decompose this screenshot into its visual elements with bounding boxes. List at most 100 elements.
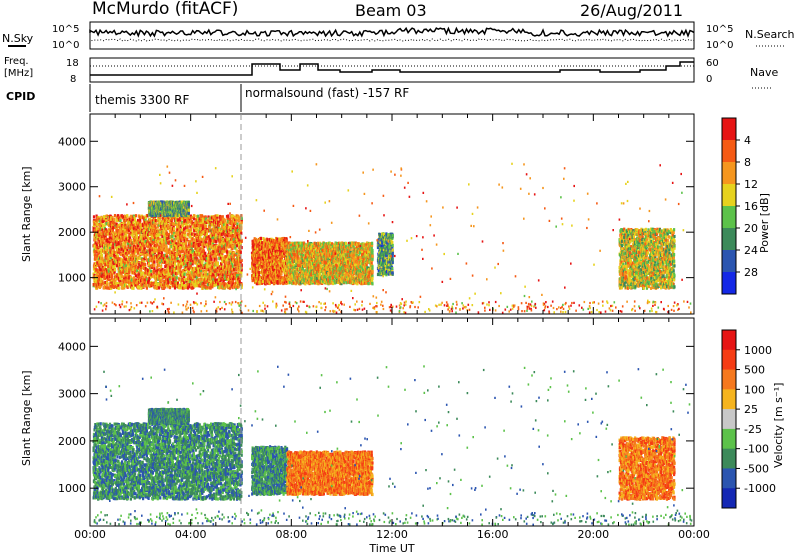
heatmap-cell <box>220 264 223 268</box>
heatmap-cell <box>220 254 224 258</box>
heatmap-cell <box>119 233 122 237</box>
heatmap-cell <box>226 234 229 238</box>
heatmap-cell <box>116 238 119 242</box>
heatmap-cell <box>169 262 172 267</box>
heatmap-cell <box>191 237 194 241</box>
heatmap-cell <box>118 228 122 232</box>
heatmap-cell <box>219 238 222 242</box>
heatmap-cell <box>193 284 196 288</box>
heatmap-cell <box>186 286 190 290</box>
heatmap-cell <box>157 274 160 278</box>
heatmap-cell <box>124 244 127 248</box>
heatmap-cell <box>183 247 186 251</box>
heatmap-cell <box>96 263 99 267</box>
heatmap-cell <box>223 223 226 227</box>
heatmap-cell <box>184 236 187 240</box>
heatmap-cell <box>156 255 159 259</box>
heatmap-cell <box>148 276 151 280</box>
heatmap-cell <box>202 217 205 221</box>
heatmap-cell <box>172 250 175 254</box>
heatmap-cell <box>185 244 188 248</box>
heatmap-cell <box>102 239 105 243</box>
heatmap-cell <box>217 220 220 224</box>
heatmap-cell <box>186 225 189 229</box>
heatmap-cell <box>117 281 120 285</box>
heatmap-cell <box>205 257 208 261</box>
heatmap-cell <box>199 235 202 239</box>
heatmap-cell <box>92 223 96 228</box>
heatmap-cell <box>218 257 221 261</box>
heatmap-cell <box>175 276 178 280</box>
heatmap-cell <box>167 227 170 231</box>
heatmap-cell <box>226 253 229 257</box>
heatmap-cell <box>175 244 178 248</box>
heatmap-cell <box>112 246 115 250</box>
heatmap-cell <box>118 237 122 241</box>
heatmap-cell <box>147 249 150 253</box>
heatmap-cell <box>178 259 181 264</box>
heatmap-cell <box>113 221 116 225</box>
heatmap-cell <box>240 221 243 225</box>
heatmap-cell <box>194 235 198 239</box>
heatmap-cell <box>196 247 199 251</box>
heatmap-cell <box>113 214 117 218</box>
heatmap-cell <box>156 243 159 247</box>
heatmap-cell <box>105 260 109 264</box>
heatmap-cell <box>171 257 174 261</box>
heatmap-cell <box>183 233 186 237</box>
heatmap-cell <box>132 221 135 225</box>
heatmap-cell <box>195 280 198 284</box>
heatmap-cell <box>215 281 218 285</box>
heatmap-cell <box>127 228 130 232</box>
heatmap-cell <box>209 255 212 259</box>
heatmap-cell <box>168 286 172 290</box>
heatmap-cell <box>150 258 153 263</box>
heatmap-cell <box>119 276 122 280</box>
heatmap-cell <box>194 233 197 237</box>
heatmap-cell <box>96 249 99 253</box>
heatmap-cell <box>225 276 229 281</box>
heatmap-cell <box>218 286 221 290</box>
heatmap-cell <box>177 218 180 222</box>
freq-right-tick-bottom: 0 <box>706 74 712 85</box>
heatmap-cell <box>184 219 187 223</box>
heatmap-cell <box>130 241 133 245</box>
heatmap-cell <box>165 241 168 245</box>
heatmap-cell <box>130 280 133 284</box>
heatmap-cell <box>223 219 226 223</box>
heatmap-cell <box>219 240 222 244</box>
heatmap-cell <box>210 239 213 243</box>
heatmap-cell <box>101 256 104 260</box>
heatmap-cell <box>199 278 203 282</box>
heatmap-cell <box>141 252 144 256</box>
heatmap-cell <box>136 259 139 263</box>
heatmap-cell <box>169 225 172 229</box>
heatmap-cell <box>108 282 111 286</box>
heatmap-cell <box>221 277 224 281</box>
heatmap-cell <box>153 224 156 228</box>
heatmap-cell <box>210 216 213 220</box>
heatmap-cell <box>124 223 127 227</box>
heatmap-cell <box>95 261 98 266</box>
freq-left-tick-bottom: 8 <box>70 74 76 85</box>
heatmap-cell <box>103 286 106 290</box>
heatmap-cell <box>225 240 229 244</box>
heatmap-cell <box>194 258 197 262</box>
heatmap-cell <box>157 283 160 287</box>
heatmap-cell <box>221 260 224 264</box>
heatmap-cell <box>115 281 118 285</box>
heatmap-cell <box>134 236 138 240</box>
heatmap-cell <box>199 247 202 251</box>
heatmap-cell <box>209 262 212 266</box>
heatmap-cell <box>227 256 230 260</box>
heatmap-cell <box>145 241 148 245</box>
heatmap-cell <box>137 239 140 243</box>
heatmap-cell <box>130 278 133 282</box>
heatmap-cell <box>109 269 112 274</box>
heatmap-cell <box>139 265 143 270</box>
heatmap-cell <box>204 225 208 229</box>
heatmap-cell <box>119 219 122 223</box>
heatmap-cell <box>220 283 223 287</box>
heatmap-cell <box>105 219 108 223</box>
heatmap-cell <box>206 219 209 223</box>
